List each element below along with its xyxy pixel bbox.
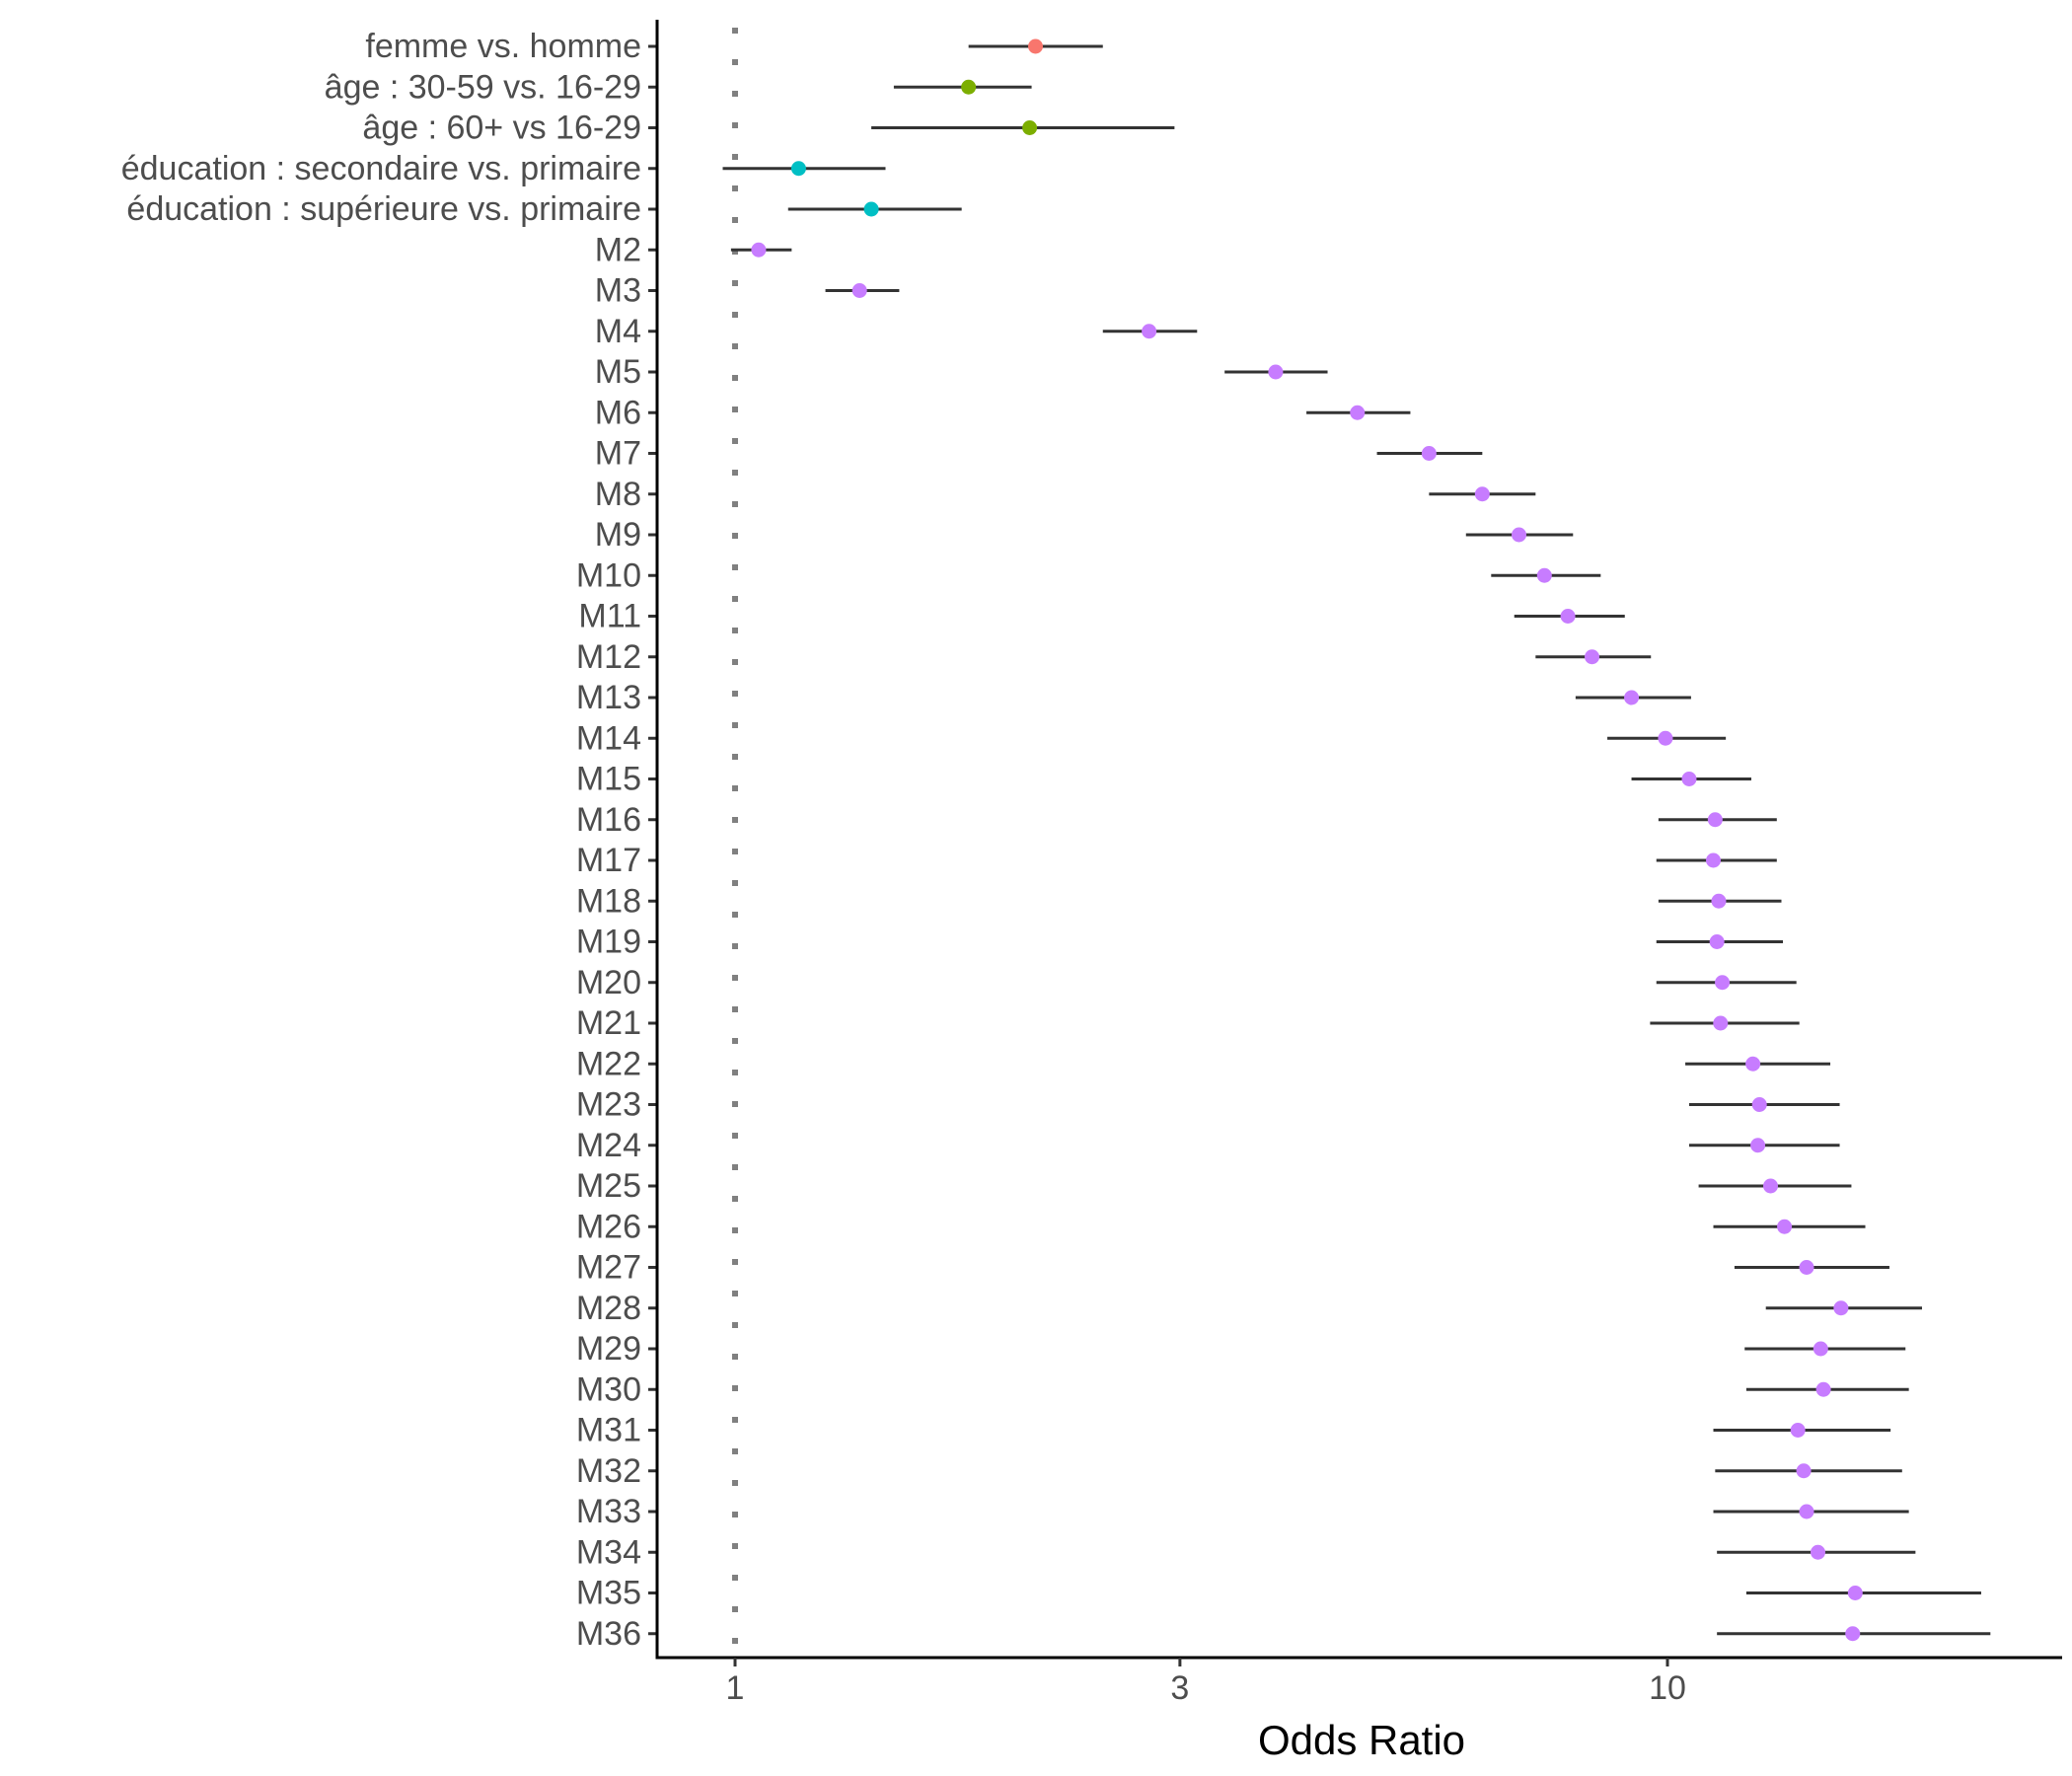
y-tick-label: M9: [595, 516, 641, 554]
y-tick-label: M14: [576, 719, 641, 757]
point-estimate: [1845, 1626, 1861, 1642]
y-tick-label: M32: [576, 1452, 641, 1490]
y-tick-label: M21: [576, 1004, 641, 1042]
point-estimate: [1813, 1341, 1828, 1357]
y-tick-label: M6: [595, 394, 641, 431]
point-estimate: [1815, 1381, 1831, 1397]
y-tick-label: M20: [576, 964, 641, 1001]
y-tick-label: M4: [595, 313, 641, 350]
y-tick-label: M31: [576, 1412, 641, 1449]
point-estimate: [961, 79, 977, 95]
y-tick-label: M13: [576, 679, 641, 716]
point-estimate: [1142, 324, 1157, 339]
y-tick-label: M19: [576, 924, 641, 961]
y-tick-label: M11: [578, 598, 641, 635]
y-tick-label: M3: [595, 272, 641, 310]
point-estimate: [1350, 405, 1366, 420]
y-tick-label: M35: [576, 1575, 641, 1612]
point-estimate: [1799, 1504, 1814, 1519]
point-estimates: [751, 38, 1863, 1642]
point-estimate: [1560, 609, 1576, 624]
point-estimate: [1833, 1300, 1849, 1316]
point-estimate: [1536, 567, 1552, 583]
y-tick-label: M28: [576, 1290, 641, 1327]
y-tick-label: M2: [595, 231, 641, 268]
point-estimate: [1511, 527, 1526, 543]
y-tick-label: M29: [576, 1330, 641, 1368]
point-estimate: [1027, 38, 1043, 54]
point-estimate: [1763, 1178, 1779, 1194]
y-tick-label: M5: [595, 353, 641, 391]
y-tick-label: éducation : secondaire vs. primaire: [121, 150, 641, 187]
point-estimate: [1799, 1260, 1814, 1275]
point-estimate: [1707, 812, 1723, 828]
point-estimate: [1658, 730, 1673, 746]
point-estimate: [1711, 893, 1727, 909]
y-tick-label: M8: [595, 476, 641, 513]
point-estimate: [1713, 1015, 1729, 1031]
x-axis-title: Odds Ratio: [1258, 1717, 1465, 1763]
point-estimate: [1624, 690, 1640, 705]
point-estimate: [1268, 364, 1284, 380]
y-tick-label: M7: [595, 435, 641, 473]
y-tick-label: âge : 60+ vs 16-29: [362, 110, 641, 147]
point-estimate: [1709, 934, 1725, 949]
point-estimate: [1796, 1463, 1812, 1479]
point-estimate: [790, 161, 806, 177]
point-estimate: [1847, 1586, 1863, 1600]
y-tick-label: âge : 30-59 vs. 16-29: [325, 68, 641, 106]
point-estimate: [1585, 649, 1600, 665]
y-tick-label: M30: [576, 1370, 641, 1408]
y-tick-label: M25: [576, 1167, 641, 1205]
y-tick-label: M24: [576, 1127, 641, 1164]
x-tick-label: 3: [1170, 1669, 1189, 1707]
y-tick-label: femme vs. homme: [365, 28, 641, 65]
y-tick-label: M26: [576, 1208, 641, 1245]
x-tick-label: 10: [1649, 1669, 1686, 1707]
point-estimate: [863, 201, 879, 217]
y-tick-label: M18: [576, 882, 641, 920]
point-estimate: [1421, 446, 1437, 461]
y-tick-label: M27: [576, 1249, 641, 1287]
point-estimate: [1474, 486, 1490, 502]
point-estimate: [1751, 1097, 1767, 1112]
y-tick-label: M33: [576, 1493, 641, 1530]
point-estimate: [1022, 120, 1038, 135]
x-tick-label: 1: [726, 1669, 745, 1707]
point-estimate: [1745, 1056, 1761, 1072]
y-tick-label: M34: [576, 1533, 641, 1571]
y-tick-label: M16: [576, 801, 641, 839]
point-estimate: [1706, 852, 1722, 868]
point-estimate: [1810, 1544, 1825, 1560]
point-estimate: [751, 242, 767, 258]
point-estimate: [1715, 975, 1731, 991]
y-tick-label: M15: [576, 761, 641, 798]
y-tick-label: M23: [576, 1086, 641, 1124]
point-estimate: [1750, 1138, 1766, 1153]
point-estimate: [1777, 1219, 1793, 1234]
point-estimate: [851, 283, 867, 298]
confidence-intervals: [722, 44, 1991, 1636]
y-tick-label: M12: [576, 638, 641, 676]
point-estimate: [1681, 772, 1697, 786]
y-tick-label: M10: [576, 556, 641, 594]
y-tick-label: M17: [576, 842, 641, 879]
y-tick-label: M36: [576, 1615, 641, 1653]
y-tick-label: M22: [576, 1045, 641, 1082]
y-tick-label: éducation : supérieure vs. primaire: [126, 190, 641, 228]
axes: 1 3 10: [648, 20, 2062, 1707]
point-estimate: [1790, 1423, 1806, 1438]
